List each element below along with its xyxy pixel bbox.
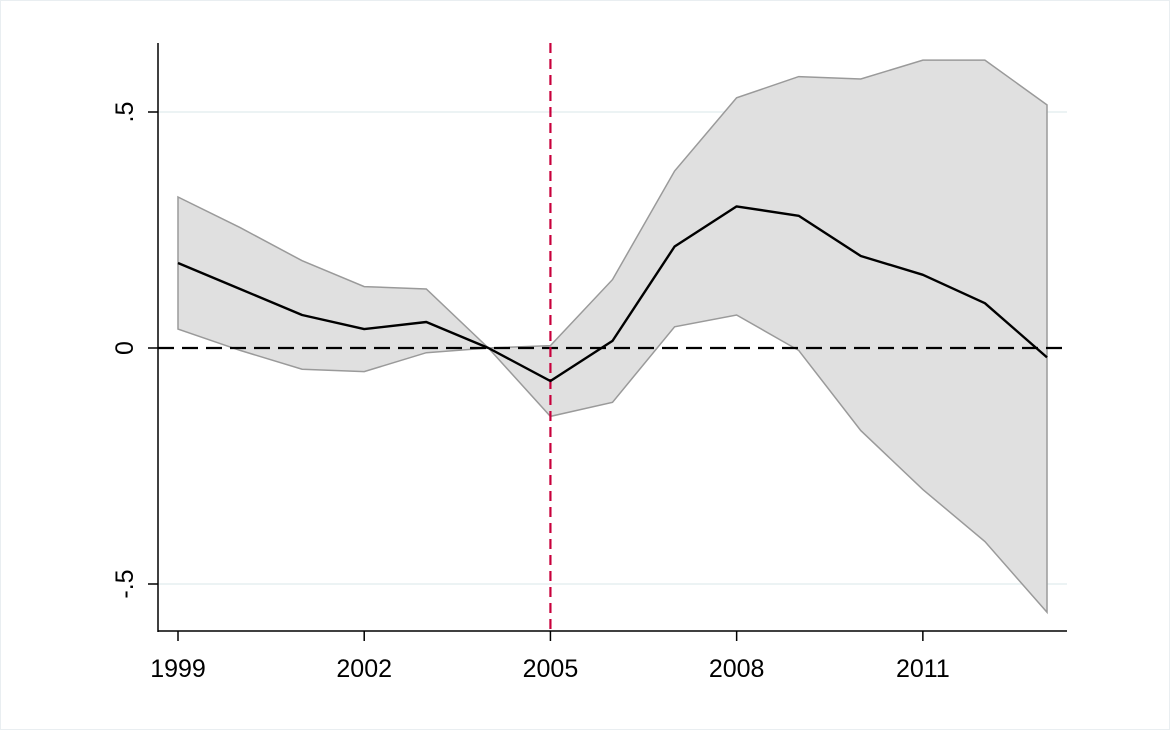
y-tick-label: 0	[111, 341, 139, 355]
x-tick-label: 2005	[523, 655, 579, 683]
estimate-line	[177, 205, 1048, 383]
x-tick-label: 2002	[336, 655, 392, 683]
x-tick-label: 1999	[150, 655, 206, 683]
axes	[157, 43, 1067, 632]
y-tick-label: .5	[111, 102, 139, 123]
x-tick-label: 2011	[896, 655, 950, 683]
x-axis-ticks: 1999 2002 2005 2008 2011	[150, 631, 950, 683]
y-axis-ticks: -.5 0 .5	[111, 102, 158, 599]
confidence-band	[177, 59, 1048, 615]
x-tick-label: 2008	[709, 655, 765, 683]
y-tick-label: -.5	[111, 569, 139, 598]
